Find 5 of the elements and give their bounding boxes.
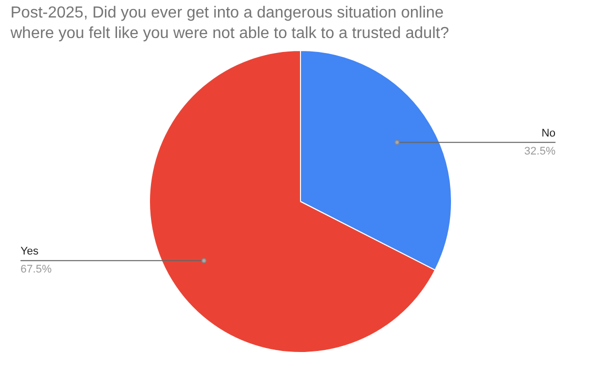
data-label: 32.5% bbox=[524, 145, 556, 158]
data-label: 67.5% bbox=[20, 264, 52, 276]
chart-title: Post-2025, Did you ever get into a dangerous situation online where you felt like you were not able to talk to a trusted adult? bbox=[10, 4, 450, 42]
slice-label: No bbox=[541, 127, 556, 140]
slice-label: Yes bbox=[20, 246, 39, 258]
